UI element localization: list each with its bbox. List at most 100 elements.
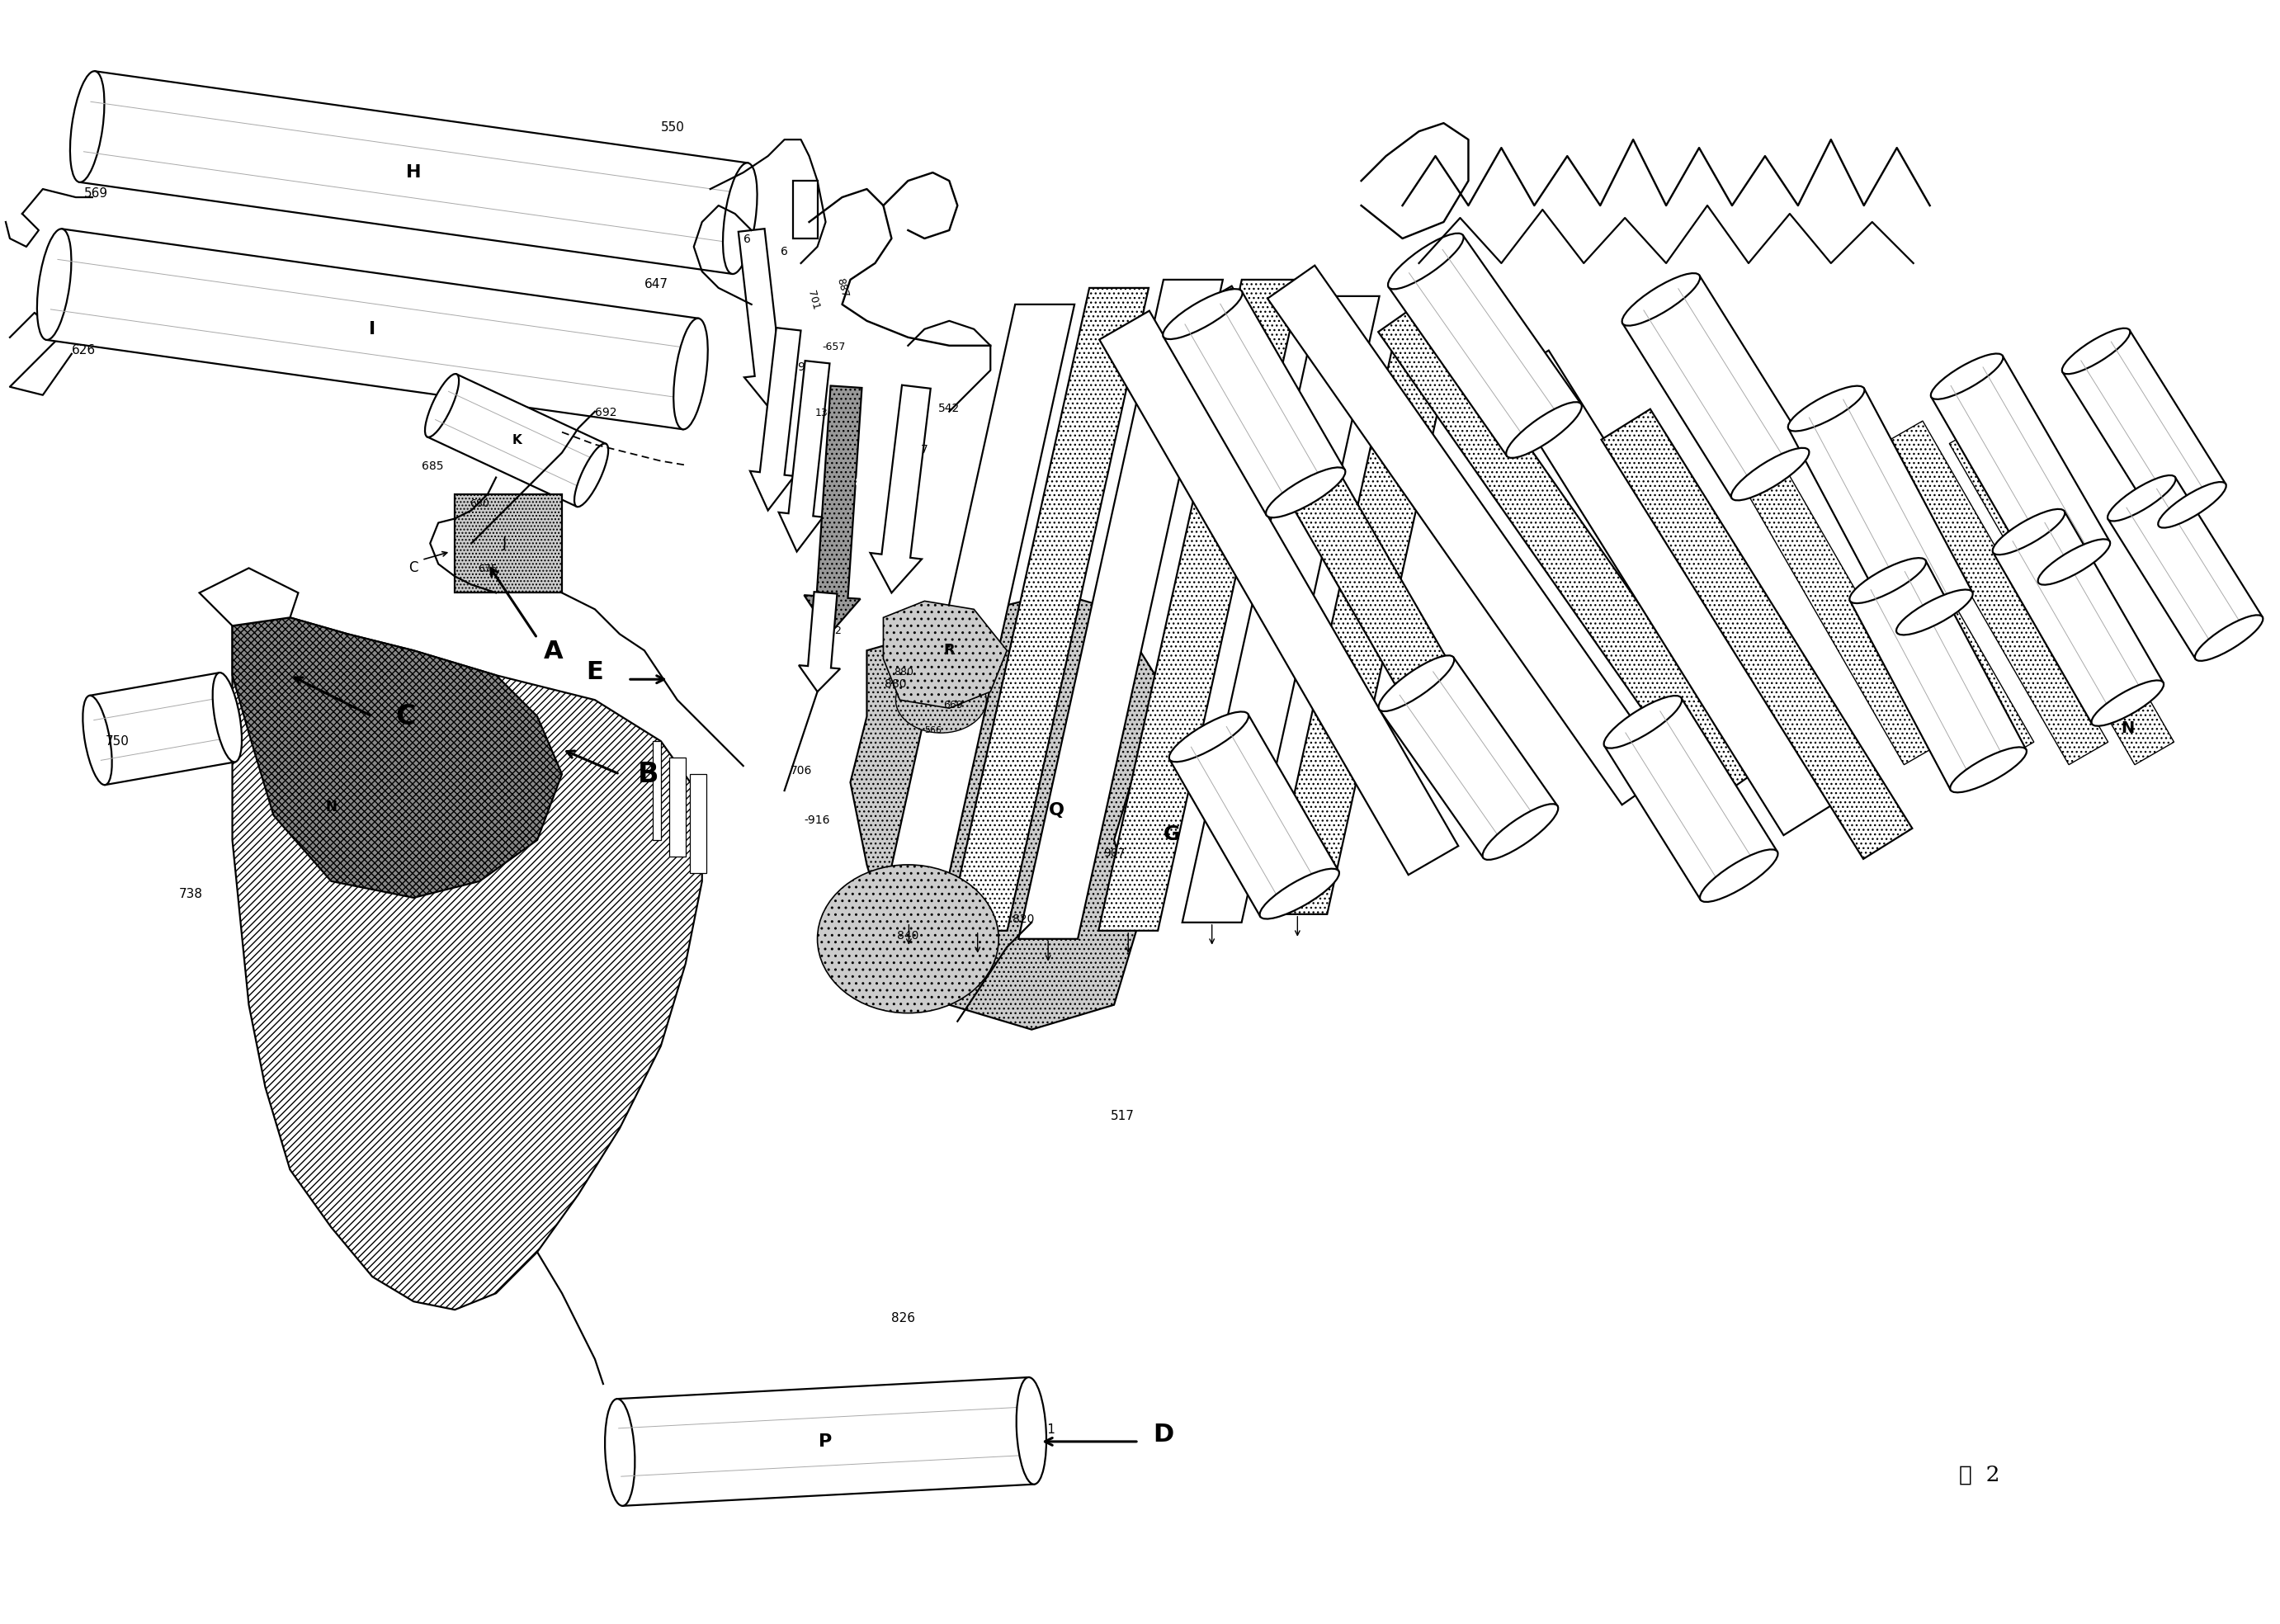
Polygon shape bbox=[80, 71, 748, 274]
Ellipse shape bbox=[36, 229, 71, 339]
Polygon shape bbox=[1181, 286, 1541, 849]
Text: P: P bbox=[819, 1434, 832, 1450]
Ellipse shape bbox=[2061, 328, 2130, 374]
Ellipse shape bbox=[2091, 680, 2164, 726]
Polygon shape bbox=[1019, 279, 1222, 939]
Polygon shape bbox=[233, 617, 561, 898]
Ellipse shape bbox=[1482, 804, 1557, 859]
Text: C: C bbox=[394, 703, 415, 731]
Text: D: D bbox=[1154, 1423, 1174, 1447]
Text: C: C bbox=[408, 560, 417, 575]
Polygon shape bbox=[880, 304, 1074, 922]
Ellipse shape bbox=[1379, 656, 1455, 711]
Text: J: J bbox=[502, 536, 506, 551]
Ellipse shape bbox=[1621, 273, 1701, 326]
Ellipse shape bbox=[2159, 482, 2225, 528]
Polygon shape bbox=[1719, 421, 1943, 765]
Ellipse shape bbox=[2038, 539, 2111, 585]
Text: -657: -657 bbox=[823, 341, 846, 352]
Text: 7: 7 bbox=[921, 443, 928, 455]
Text: N: N bbox=[2120, 721, 2134, 736]
Polygon shape bbox=[1788, 388, 1972, 632]
Polygon shape bbox=[454, 494, 561, 593]
Polygon shape bbox=[2063, 330, 2225, 526]
Text: 569: 569 bbox=[84, 187, 107, 200]
Polygon shape bbox=[1170, 715, 1338, 916]
Ellipse shape bbox=[71, 71, 105, 182]
Text: 2: 2 bbox=[834, 625, 841, 637]
Text: 750: 750 bbox=[105, 736, 130, 747]
Text: G: G bbox=[1163, 825, 1181, 844]
Polygon shape bbox=[739, 229, 791, 411]
Ellipse shape bbox=[673, 318, 707, 429]
Polygon shape bbox=[1379, 658, 1557, 857]
Polygon shape bbox=[1268, 322, 1457, 914]
Polygon shape bbox=[1605, 698, 1778, 900]
Text: R: R bbox=[944, 643, 955, 658]
Ellipse shape bbox=[896, 667, 987, 732]
Ellipse shape bbox=[819, 864, 999, 1013]
Polygon shape bbox=[2109, 477, 2262, 659]
Polygon shape bbox=[798, 591, 839, 692]
Polygon shape bbox=[652, 741, 661, 840]
Polygon shape bbox=[882, 601, 1008, 708]
Polygon shape bbox=[1377, 299, 1756, 804]
Text: 738: 738 bbox=[180, 888, 203, 900]
Text: 626: 626 bbox=[71, 344, 96, 356]
Text: -916: -916 bbox=[805, 815, 830, 827]
Text: 517: 517 bbox=[1110, 1111, 1133, 1122]
Polygon shape bbox=[689, 775, 707, 874]
Text: 566: 566 bbox=[923, 726, 942, 734]
Text: 550: 550 bbox=[661, 122, 684, 133]
Ellipse shape bbox=[723, 162, 757, 274]
Ellipse shape bbox=[82, 695, 112, 784]
Text: 880: 880 bbox=[894, 667, 914, 677]
Polygon shape bbox=[1993, 512, 2164, 724]
Ellipse shape bbox=[1993, 508, 2066, 555]
Polygon shape bbox=[1601, 409, 1913, 859]
Polygon shape bbox=[89, 672, 235, 784]
Ellipse shape bbox=[1017, 1377, 1047, 1484]
Polygon shape bbox=[1849, 560, 2027, 789]
Text: 880: 880 bbox=[885, 679, 907, 690]
Ellipse shape bbox=[1849, 559, 1927, 603]
Text: 706: 706 bbox=[791, 765, 812, 776]
Ellipse shape bbox=[1731, 448, 1808, 500]
Text: 840: 840 bbox=[896, 931, 919, 942]
Polygon shape bbox=[871, 385, 930, 593]
Polygon shape bbox=[1183, 296, 1379, 922]
Ellipse shape bbox=[424, 374, 458, 437]
Text: 826: 826 bbox=[891, 1312, 917, 1325]
Ellipse shape bbox=[1507, 403, 1582, 458]
Ellipse shape bbox=[212, 672, 242, 762]
Ellipse shape bbox=[1931, 354, 2004, 400]
Ellipse shape bbox=[604, 1398, 634, 1505]
Text: 820: 820 bbox=[1012, 913, 1035, 926]
Text: 680: 680 bbox=[470, 499, 490, 508]
Text: K: K bbox=[511, 434, 522, 447]
Polygon shape bbox=[1099, 310, 1459, 875]
Ellipse shape bbox=[2107, 476, 2175, 521]
Ellipse shape bbox=[1603, 695, 1683, 749]
Ellipse shape bbox=[1897, 590, 1972, 635]
Polygon shape bbox=[805, 387, 862, 633]
Text: E: E bbox=[586, 661, 604, 684]
Polygon shape bbox=[850, 593, 1156, 1030]
Ellipse shape bbox=[1389, 234, 1464, 289]
Polygon shape bbox=[1883, 421, 2109, 765]
Text: 797: 797 bbox=[636, 1406, 659, 1419]
Text: 6: 6 bbox=[780, 245, 789, 258]
Text: N: N bbox=[326, 799, 337, 815]
Text: 9: 9 bbox=[798, 361, 805, 374]
Ellipse shape bbox=[2196, 615, 2264, 661]
Ellipse shape bbox=[1163, 289, 1243, 339]
Text: I: I bbox=[369, 322, 376, 338]
Text: H: H bbox=[406, 164, 422, 180]
Text: 887: 887 bbox=[834, 276, 850, 299]
Ellipse shape bbox=[1949, 747, 2027, 793]
Text: 685: 685 bbox=[422, 460, 445, 471]
Polygon shape bbox=[1268, 265, 1669, 806]
Polygon shape bbox=[1931, 356, 2109, 583]
Text: Q: Q bbox=[1049, 802, 1065, 818]
Polygon shape bbox=[198, 568, 299, 625]
